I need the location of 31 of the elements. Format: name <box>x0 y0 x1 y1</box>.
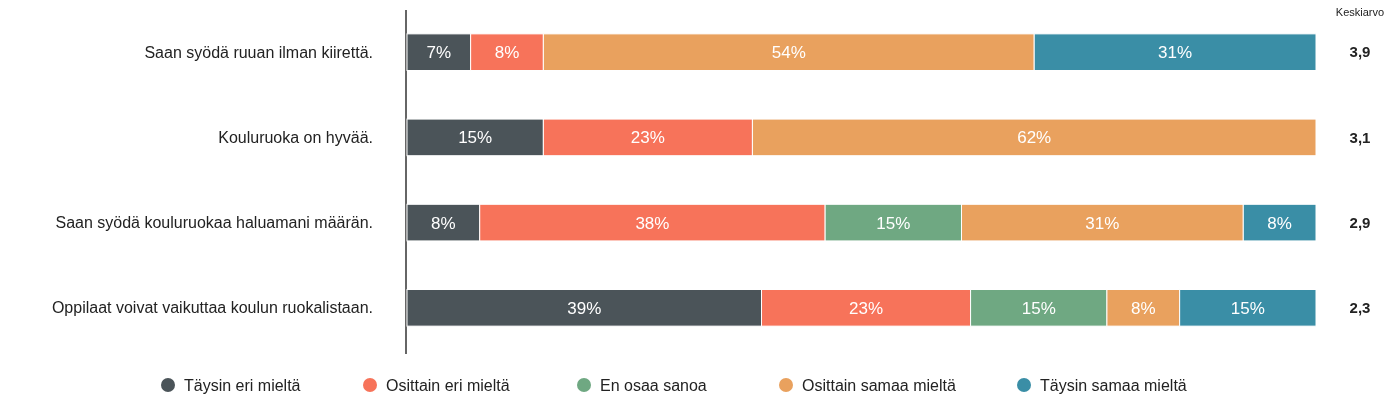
data-label: 23% <box>630 128 665 148</box>
y-tick-label: Saan syödä ruuan ilman kiirettä. <box>144 43 373 61</box>
data-label: 15% <box>876 213 911 233</box>
data-label: 15% <box>1230 298 1265 318</box>
data-label: 39% <box>567 298 602 318</box>
data-label: 54% <box>771 43 806 63</box>
legend-label: Täysin eri mieltä <box>184 376 301 394</box>
data-label: 31% <box>1158 43 1193 63</box>
y-tick-label: Saan syödä kouluruokaa haluamani määrän. <box>55 214 373 232</box>
text: 3,1 <box>1349 128 1371 146</box>
y-tick-label: Oppilaat voivat vaikuttaa koulun ruokalistaan. <box>51 299 373 317</box>
text: 3,9 <box>1349 43 1371 61</box>
data-label: 8% <box>1267 213 1292 233</box>
data-label: 8% <box>431 213 456 233</box>
data-label: 15% <box>1021 298 1056 318</box>
data-label: 7% <box>426 43 452 63</box>
data-label: 8% <box>494 43 520 63</box>
data-label: 62% <box>1017 128 1052 148</box>
data-label: 38% <box>635 213 670 233</box>
text: Keskiarvo <box>1335 6 1385 18</box>
legend-label: Osittain samaa mieltä <box>802 376 956 394</box>
legend-label: Osittain eri mieltä <box>386 376 510 394</box>
text: 2,3 <box>1349 299 1371 317</box>
legend-label: Täysin samaa mieltä <box>1040 376 1187 394</box>
data-label: 31% <box>1085 213 1120 233</box>
data-label: 15% <box>458 128 493 148</box>
text: 2,9 <box>1349 213 1371 231</box>
y-tick-label: Kouluruoka on hyvää. <box>218 128 373 146</box>
data-label: 23% <box>849 298 884 318</box>
data-label: 8% <box>1131 298 1156 318</box>
legend-label: En osaa sanoa <box>600 376 707 394</box>
